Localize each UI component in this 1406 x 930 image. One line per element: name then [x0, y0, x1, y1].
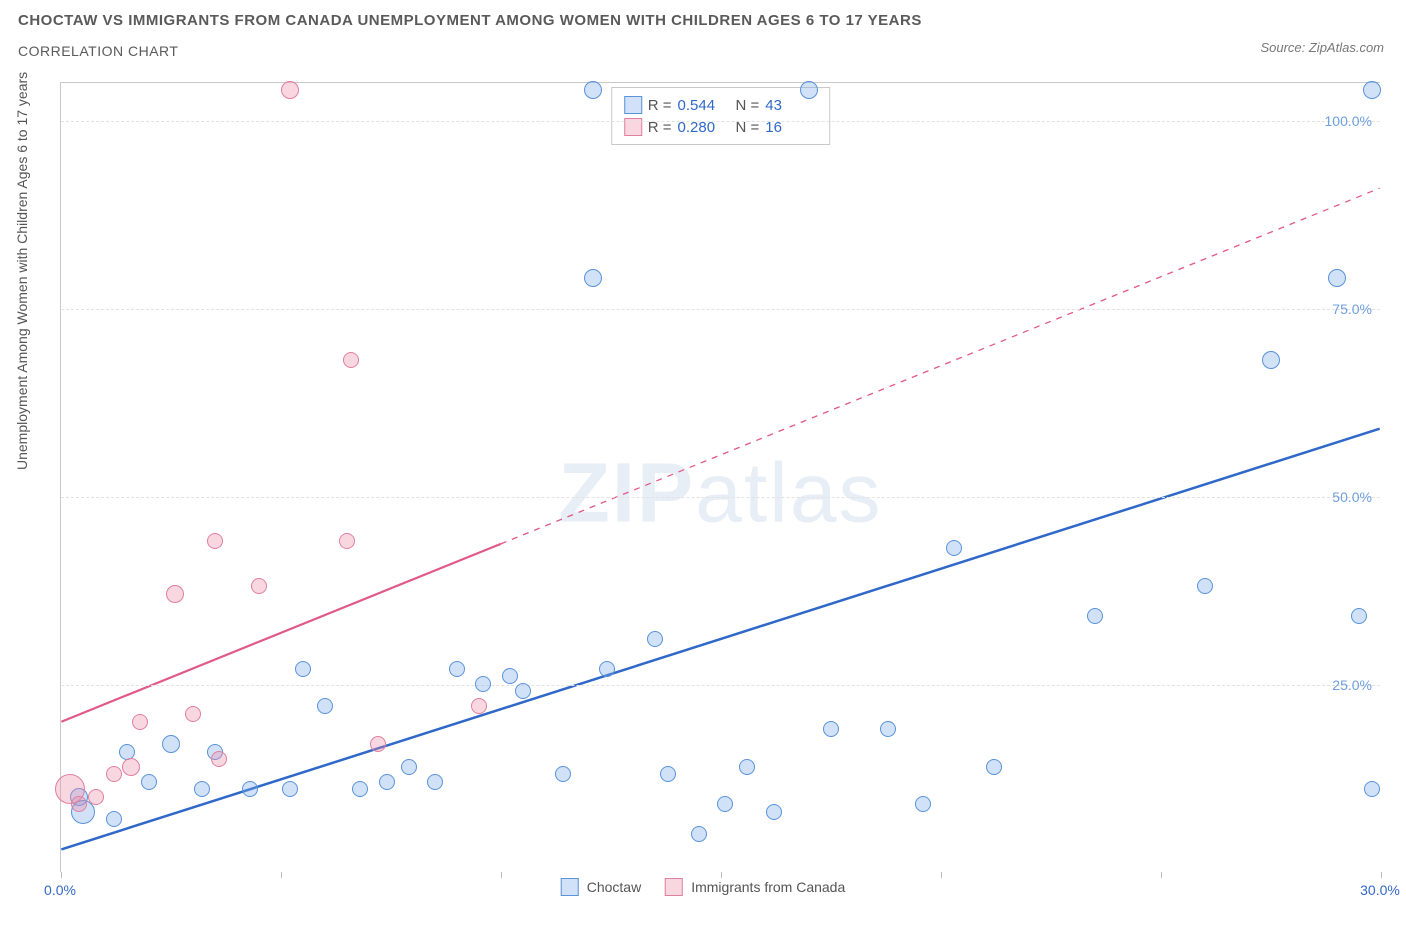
scatter-point	[986, 759, 1002, 775]
legend-swatch	[624, 96, 642, 114]
series-legend-item: Choctaw	[561, 878, 641, 896]
scatter-plot-area: ZIPatlas R =0.544N =43R =0.280N =16 25.0…	[60, 82, 1380, 872]
scatter-point	[282, 781, 298, 797]
series-legend: Choctaw Immigrants from Canada	[561, 878, 846, 896]
legend-swatch	[665, 878, 683, 896]
scatter-point	[207, 533, 223, 549]
scatter-point	[739, 759, 755, 775]
scatter-point	[823, 721, 839, 737]
scatter-point	[71, 796, 87, 812]
chart-title-block: CHOCTAW VS IMMIGRANTS FROM CANADA UNEMPL…	[18, 12, 922, 59]
scatter-point	[141, 774, 157, 790]
series-legend-item: Immigrants from Canada	[665, 878, 845, 896]
scatter-point	[800, 81, 818, 99]
scatter-point	[691, 826, 707, 842]
scatter-point	[584, 269, 602, 287]
scatter-point	[162, 735, 180, 753]
scatter-point	[339, 533, 355, 549]
scatter-point	[717, 796, 733, 812]
scatter-point	[471, 698, 487, 714]
scatter-point	[343, 352, 359, 368]
y-tick-label: 75.0%	[1332, 301, 1372, 317]
scatter-point	[401, 759, 417, 775]
scatter-point	[555, 766, 571, 782]
chart-title-line1: CHOCTAW VS IMMIGRANTS FROM CANADA UNEMPL…	[18, 12, 922, 29]
scatter-point	[1351, 608, 1367, 624]
scatter-point	[1087, 608, 1103, 624]
scatter-point	[242, 781, 258, 797]
gridline-h	[61, 685, 1380, 686]
r-value: 0.544	[678, 97, 730, 114]
r-label: R =	[648, 97, 672, 114]
x-tick-label: 0.0%	[44, 882, 76, 898]
y-tick-label: 100.0%	[1325, 113, 1372, 129]
scatter-point	[766, 804, 782, 820]
correlation-legend-box: R = 0.544 N = 43 R =0.280N =16	[611, 87, 831, 145]
y-tick-label: 25.0%	[1332, 677, 1372, 693]
series-legend-label: Immigrants from Canada	[691, 879, 845, 895]
scatter-point	[584, 81, 602, 99]
n-value: 43	[765, 97, 817, 114]
scatter-point	[1262, 351, 1280, 369]
scatter-point	[1197, 578, 1213, 594]
scatter-point	[211, 751, 227, 767]
x-tick	[281, 872, 282, 878]
legend-swatch	[561, 878, 579, 896]
x-tick	[941, 872, 942, 878]
scatter-point	[1328, 269, 1346, 287]
scatter-point	[502, 668, 518, 684]
scatter-point	[599, 661, 615, 677]
chart-title-line2: CORRELATION CHART	[18, 43, 922, 59]
n-label: N =	[736, 97, 760, 114]
scatter-point	[475, 676, 491, 692]
scatter-point	[660, 766, 676, 782]
scatter-point	[427, 774, 443, 790]
x-tick	[1161, 872, 1162, 878]
scatter-point	[379, 774, 395, 790]
scatter-point	[106, 811, 122, 827]
correlation-legend-row: R = 0.544 N = 43	[624, 94, 818, 116]
scatter-point	[515, 683, 531, 699]
scatter-point	[122, 758, 140, 776]
scatter-point	[352, 781, 368, 797]
scatter-point	[946, 540, 962, 556]
x-tick-label: 30.0%	[1360, 882, 1400, 898]
trend-lines-svg	[61, 83, 1380, 872]
scatter-point	[915, 796, 931, 812]
scatter-point	[194, 781, 210, 797]
scatter-point	[370, 736, 386, 752]
scatter-point	[185, 706, 201, 722]
scatter-point	[281, 81, 299, 99]
scatter-point	[251, 578, 267, 594]
gridline-h	[61, 497, 1380, 498]
scatter-point	[295, 661, 311, 677]
x-tick	[1381, 872, 1382, 878]
x-tick	[61, 872, 62, 878]
y-axis-label: Unemployment Among Women with Children A…	[14, 72, 30, 470]
scatter-point	[166, 585, 184, 603]
correlation-legend-row: R =0.280N =16	[624, 116, 818, 138]
source-attribution: Source: ZipAtlas.com	[1260, 40, 1384, 55]
scatter-point	[132, 714, 148, 730]
scatter-point	[1364, 781, 1380, 797]
y-tick-label: 50.0%	[1332, 489, 1372, 505]
scatter-point	[1363, 81, 1381, 99]
x-tick	[501, 872, 502, 878]
scatter-point	[647, 631, 663, 647]
scatter-point	[88, 789, 104, 805]
series-legend-label: Choctaw	[587, 879, 641, 895]
scatter-point	[317, 698, 333, 714]
scatter-point	[449, 661, 465, 677]
gridline-h	[61, 121, 1380, 122]
scatter-point	[880, 721, 896, 737]
scatter-point	[106, 766, 122, 782]
gridline-h	[61, 309, 1380, 310]
